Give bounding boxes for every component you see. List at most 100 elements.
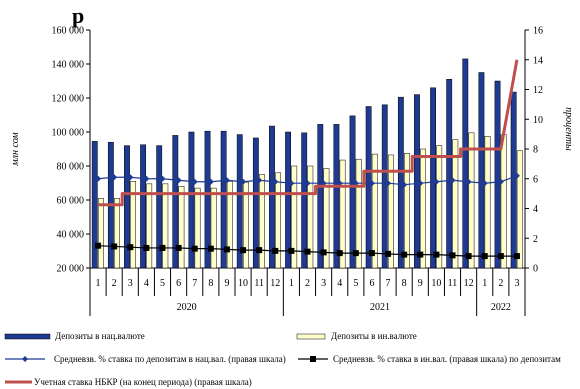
x-tick-label: 9 [224, 278, 229, 289]
x-year-label: 2022 [491, 302, 511, 313]
point-rate-national [385, 180, 392, 187]
bar-national-currency [365, 106, 372, 269]
x-tick-label: 6 [369, 278, 374, 289]
x-tick-label: 5 [160, 278, 165, 289]
bar-national-currency [381, 104, 388, 269]
bar-foreign-currency [404, 153, 410, 269]
point-rate-foreign [191, 245, 198, 252]
point-rate-foreign [449, 252, 456, 259]
bar-foreign-currency [130, 181, 137, 269]
point-rate-national [497, 178, 504, 185]
point-rate-national [368, 180, 375, 187]
y-axis-title: млн сом [10, 132, 21, 167]
bar-foreign-currency [371, 153, 378, 269]
x-tick-label: 11 [448, 278, 458, 289]
bar-foreign-currency [259, 174, 265, 269]
bar-foreign-currency [307, 165, 314, 269]
bar-national-currency [317, 124, 324, 269]
bar-foreign-currency [226, 181, 233, 269]
x-tick-label: 3 [514, 278, 519, 289]
point-rate-national [111, 174, 118, 181]
bar-national-currency [172, 135, 179, 269]
legend-marker-rate-national [22, 356, 28, 362]
point-rate-foreign [352, 250, 359, 257]
bar-foreign-currency [275, 172, 282, 269]
point-rate-national [272, 178, 279, 185]
bar-foreign-currency [97, 198, 104, 269]
point-rate-foreign [288, 247, 295, 254]
bar-national-currency [478, 72, 485, 269]
x-tick-label: 1 [482, 278, 487, 289]
bar-foreign-currency [468, 132, 475, 269]
y2-tick-label: 14 [533, 55, 543, 66]
point-rate-national [481, 180, 488, 187]
point-rate-foreign [417, 251, 424, 258]
legend-label-rate-national: Средневзв. % ставка по депозитам в нац.в… [54, 354, 286, 364]
bar-national-currency [156, 145, 163, 269]
bars-layer [91, 58, 523, 269]
bar-foreign-currency [516, 150, 523, 269]
point-rate-national [401, 181, 408, 188]
point-rate-foreign [95, 242, 102, 249]
point-rate-national [191, 178, 198, 185]
bar-foreign-currency [242, 181, 249, 269]
bar-national-currency [397, 96, 404, 269]
point-rate-foreign [111, 243, 118, 250]
point-rate-foreign [304, 248, 311, 255]
x-tick-label: 4 [144, 278, 149, 289]
bar-national-currency [494, 80, 501, 269]
bar-national-currency [462, 58, 469, 269]
point-rate-national [465, 178, 472, 185]
point-rate-national [288, 180, 295, 187]
bar-national-currency [333, 124, 340, 269]
bar-national-currency [91, 141, 98, 269]
x-tick-label: 8 [402, 278, 407, 289]
point-rate-foreign [272, 247, 279, 254]
y2-tick-label: 0 [533, 264, 538, 275]
y-tick-label: 80 000 [57, 162, 85, 173]
y2-tick-label: 4 [533, 204, 538, 215]
y-axis-left: 20 000 40 000 60 000 80 000 100 000 120 000 14… [52, 26, 91, 275]
bar-national-currency [414, 94, 420, 269]
x-tick-label: 7 [192, 278, 197, 289]
title-fragment: p [72, 3, 84, 28]
point-rate-foreign [159, 244, 166, 251]
bar-national-currency [285, 131, 291, 269]
y-tick-label: 60 000 [57, 196, 85, 207]
bar-foreign-currency [162, 183, 169, 269]
point-rate-foreign [513, 253, 520, 260]
point-rate-foreign [433, 251, 440, 258]
bar-national-currency [446, 79, 453, 269]
point-rate-foreign [385, 250, 392, 257]
bar-national-currency [349, 115, 356, 269]
bar-national-currency [301, 132, 308, 269]
point-rate-foreign [207, 245, 214, 252]
bar-national-currency [188, 131, 195, 269]
point-rate-foreign [256, 247, 263, 254]
bar-foreign-currency [323, 168, 330, 269]
x-tick-label: 10 [431, 278, 441, 289]
bar-national-currency [204, 130, 211, 269]
x-tick-label: 3 [128, 278, 133, 289]
point-rate-foreign [497, 253, 504, 260]
bar-foreign-currency [484, 136, 491, 269]
x-tick-label: 4 [337, 278, 342, 289]
point-rate-national [240, 178, 247, 185]
y-tick-label: 120 000 [52, 94, 85, 105]
x-tick-label: 1 [96, 278, 101, 289]
bar-national-currency [124, 145, 130, 269]
legend-label-national-currency: Депозиты в нац.валюте [55, 331, 145, 341]
point-rate-national [95, 175, 102, 182]
bar-foreign-currency [146, 183, 153, 269]
y2-axis-title: проценты [563, 107, 574, 151]
y-tick-label: 160 000 [52, 26, 85, 37]
point-rate-national [175, 177, 182, 184]
point-rate-national [143, 175, 150, 182]
x-tick-label: 9 [418, 278, 423, 289]
point-rate-foreign [481, 253, 488, 260]
point-rate-foreign [240, 247, 247, 254]
x-year-label: 2021 [370, 302, 390, 313]
x-tick-label: 2 [112, 278, 117, 289]
bar-foreign-currency [114, 198, 120, 269]
point-rate-national [223, 177, 230, 184]
